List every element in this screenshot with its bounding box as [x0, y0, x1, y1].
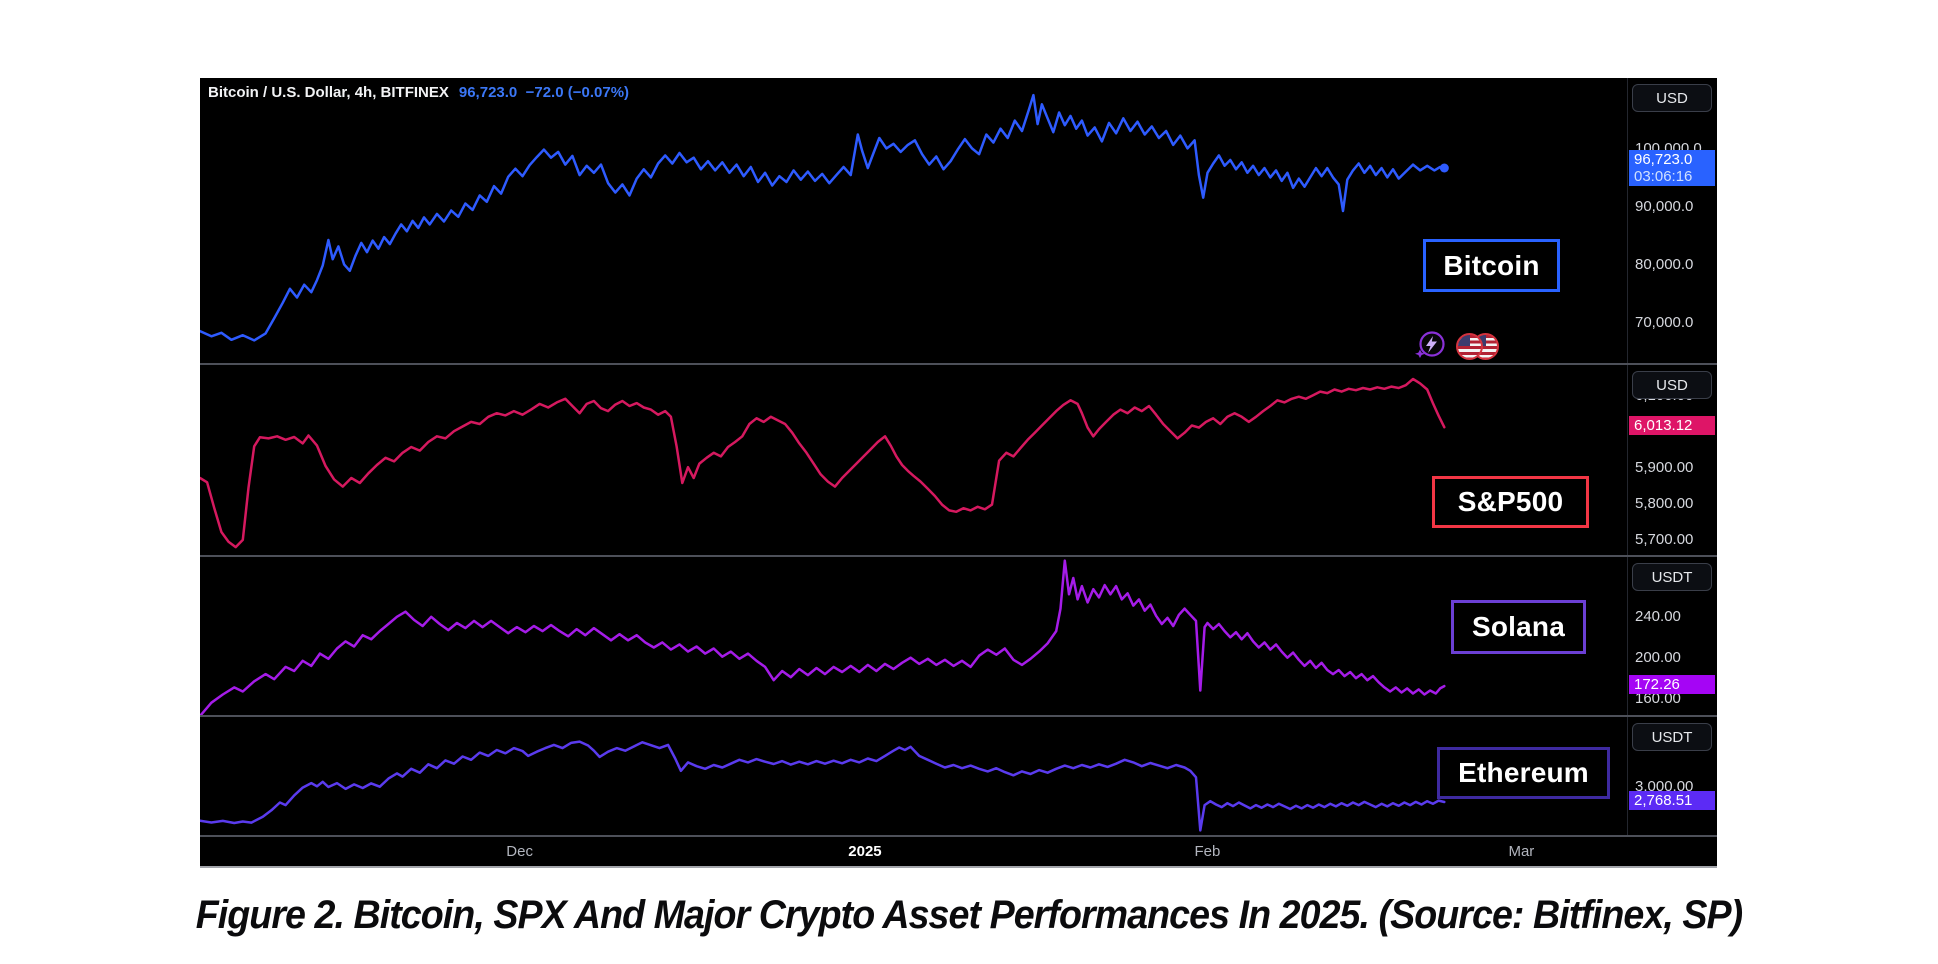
panel-separator-3[interactable] — [200, 715, 1717, 717]
sp500-line-chart — [200, 377, 1446, 549]
panel-separator-1[interactable] — [200, 363, 1717, 365]
sp500-axis-tick: 5,800.00 — [1635, 494, 1694, 512]
bitcoin-axis-tick: 80,000.0 — [1635, 255, 1694, 273]
bitcoin-label-box[interactable]: Bitcoin — [1423, 239, 1560, 292]
sp500-price-tag: 6,013.12 — [1629, 416, 1715, 436]
price-scale-divider — [1627, 78, 1628, 837]
ethereum-line-chart — [200, 740, 1446, 832]
bitcoin-axis-tick: 70,000.0 — [1635, 313, 1694, 331]
us-flag-icon-front — [1456, 333, 1483, 360]
ethereum-label-box[interactable]: Ethereum — [1437, 747, 1610, 799]
figure-caption: Figure 2. Bitcoin, SPX And Major Crypto … — [195, 893, 1743, 937]
solana-label-box[interactable]: Solana — [1451, 600, 1586, 654]
sp500-axis-tick: 5,700.00 — [1635, 530, 1694, 548]
time-axis-label: Dec — [506, 843, 533, 860]
bitcoin-axis-tick: 90,000.0 — [1635, 197, 1694, 215]
solana-axis-tick: 240.00 — [1635, 607, 1681, 625]
solana-line-chart — [200, 559, 1446, 715]
time-scale[interactable]: Dec 2025 Feb Mar — [200, 837, 1717, 868]
time-axis-label: 2025 — [848, 843, 882, 860]
time-axis-label: Mar — [1508, 843, 1535, 860]
sp500-currency-button[interactable]: USD — [1632, 371, 1712, 399]
panel-separator-2[interactable] — [200, 555, 1717, 557]
us-flag-pair-icon — [1456, 333, 1500, 360]
quote-values: 96,723.0 −72.0 (−0.07%) — [459, 84, 629, 101]
trading-chart[interactable]: Bitcoin / U.S. Dollar, 4h, BITFINEX 96,72… — [200, 78, 1717, 868]
symbol-title[interactable]: Bitcoin / U.S. Dollar, 4h, BITFINEX — [208, 84, 449, 101]
solana-price-tag: 172.26 — [1629, 675, 1715, 695]
flash-icon[interactable] — [1415, 331, 1446, 361]
bitcoin-line-chart — [200, 93, 1449, 342]
time-axis-label: Feb — [1194, 843, 1221, 860]
sp500-label-box[interactable]: S&P500 — [1432, 476, 1589, 528]
last-price: 96,723.0 — [458, 84, 518, 101]
ethereum-currency-button[interactable]: USDT — [1632, 723, 1712, 751]
price-change: −72.0 — [525, 84, 564, 101]
solana-currency-button[interactable]: USDT — [1632, 563, 1712, 591]
tag-price: 96,723.0 — [1634, 150, 1693, 168]
bitcoin-price-tag: 96,723.0 03:06:16 — [1629, 149, 1715, 186]
price-change-pct: (−0.07%) — [567, 84, 630, 101]
chart-header: Bitcoin / U.S. Dollar, 4h, BITFINEX 96,72… — [208, 84, 629, 101]
sp500-axis-tick: 5,900.00 — [1635, 458, 1694, 476]
panel-separator-4[interactable] — [200, 835, 1717, 837]
solana-axis-tick: 200.00 — [1635, 648, 1681, 666]
bitcoin-currency-button[interactable]: USD — [1632, 84, 1712, 112]
ethereum-price-tag: 2,768.51 — [1629, 790, 1715, 810]
ethereum-axis-tick: 3,000.00 — [1635, 777, 1694, 795]
tag-countdown: 03:06:16 — [1634, 167, 1693, 185]
last-price-dot — [1439, 163, 1449, 173]
